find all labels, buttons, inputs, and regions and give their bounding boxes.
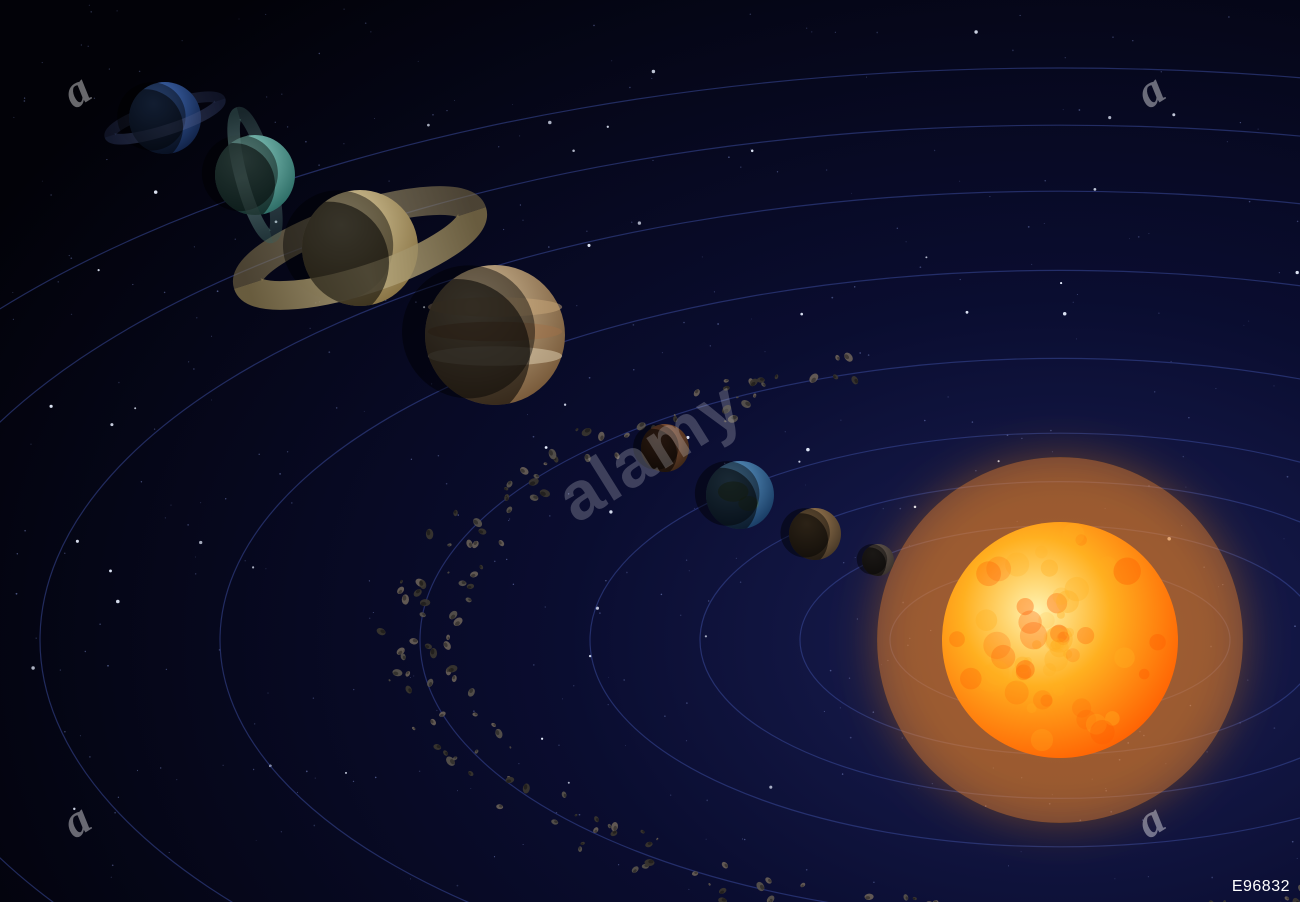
solar-system-diagram: alamy E96832 aaaa [0, 0, 1300, 902]
scene-svg [0, 0, 1300, 902]
sun [877, 457, 1243, 823]
